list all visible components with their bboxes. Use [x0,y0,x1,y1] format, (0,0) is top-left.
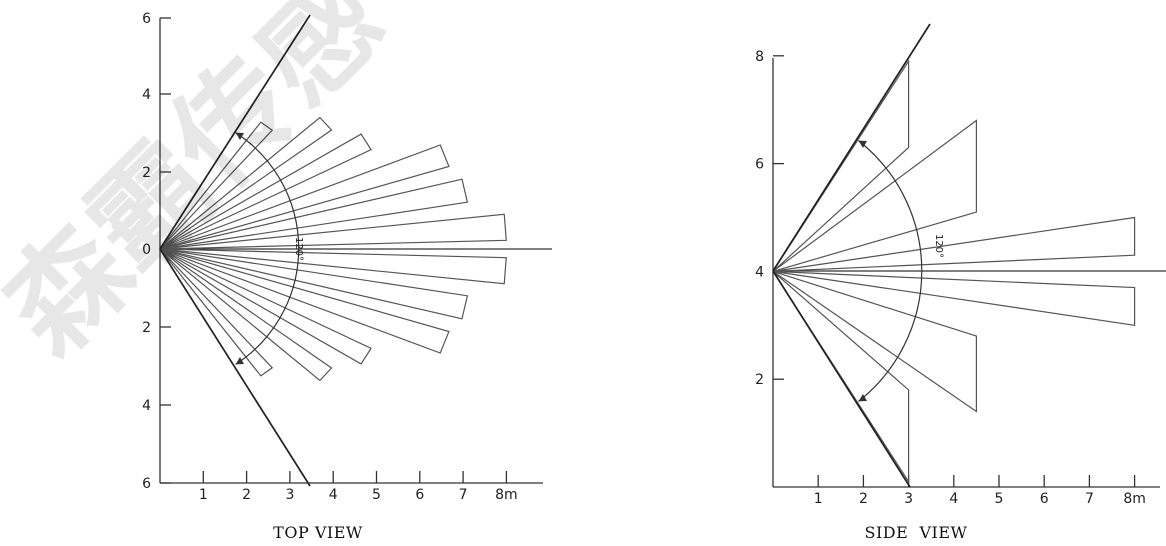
top-view-x-tick-label: 6 [415,487,424,503]
top-view-title: TOP VIEW [273,523,363,542]
side-view-y-tick-label: 6 [755,157,764,173]
side-view-x-tick-label: 5 [995,491,1004,507]
top-view-beam [159,248,469,320]
side-view-lower-boundary [772,270,911,488]
side-view-beam [772,119,978,272]
side-view-arc-arrow-bottom [858,394,867,402]
top-view-y-tick-label: 2 [142,165,151,181]
top-view-y-ticks: 6 4 2 0 2 4 6 [142,11,171,492]
top-view-beam [159,248,450,354]
top-view-beam [159,116,333,250]
top-view-beam [159,133,372,250]
side-view-beam [772,59,910,272]
watermark-logo: 森霸传感 [0,0,409,380]
top-view-x-tick-label: 7 [459,487,468,503]
side-view-x-tick-label: 2 [859,491,868,507]
side-view-y-tick-label: 4 [755,264,764,280]
top-view-diagram: 1 2 3 4 5 6 7 8m 6 4 2 0 2 4 6 120° TOP VIEW [142,11,552,542]
top-view-lower-boundary [159,248,311,487]
side-view-title: SIDE VIEW [865,523,968,542]
top-view-beam [159,121,274,250]
side-view-angle-arc [858,140,923,402]
top-view-upper-boundary [159,14,311,250]
top-view-y-tick-label: 4 [142,87,151,103]
side-view-x-tick-label: 4 [949,491,958,507]
side-view-beam [772,270,978,413]
side-view-angle-label: 120° [933,234,944,258]
top-view-beam [159,178,469,250]
top-view-x-tick-label: 1 [199,487,208,503]
side-view-upper-boundary [772,23,931,272]
side-view-y-tick-label: 8 [755,49,764,65]
top-view-x-tick-label: 8m [495,487,518,503]
side-view-y-ticks: 8 6 4 2 [755,49,784,388]
top-view-beam [159,248,372,365]
top-view-beam [159,144,450,250]
top-view-beam [159,213,507,250]
side-view-diagram: 1 2 3 4 5 6 7 8m 8 6 4 2 120° SIDE VIEW [755,23,1166,542]
top-view-beam [159,248,507,285]
side-view-x-tick-label: 8m [1123,491,1146,507]
side-view-y-tick-label: 2 [755,372,764,388]
side-view-x-ticks: 1 2 3 4 5 6 7 8m [814,475,1146,507]
top-view-arc-arrow-top [235,132,244,140]
top-view-x-tick-label: 3 [285,487,294,503]
side-view-x-tick-label: 1 [814,491,823,507]
top-view-y-tick-label: 6 [142,11,151,27]
side-view-beam [772,216,1136,272]
side-view-arc-arrow-top [858,140,867,148]
top-view-angle-arc [235,132,300,365]
top-view-beams [159,116,507,382]
top-view-y-tick-label: 4 [142,398,151,414]
side-view-x-tick-label: 3 [904,491,913,507]
top-view-x-tick-label: 5 [372,487,381,503]
top-view-x-tick-label: 4 [329,487,338,503]
top-view-x-ticks: 1 2 3 4 5 6 7 8m [199,471,518,503]
top-view-beam [159,248,333,382]
side-view-beam [772,270,1136,326]
top-view-arc-arrow-bottom [235,357,244,365]
top-view-y-tick-label: 2 [142,320,151,336]
top-view-y-tick-label: 0 [142,242,151,258]
top-view-beam [159,248,274,377]
side-view-x-tick-label: 7 [1085,491,1094,507]
side-view-x-tick-label: 6 [1040,491,1049,507]
top-view-y-tick-label: 6 [142,476,151,492]
top-view-x-tick-label: 2 [242,487,251,503]
top-view-angle-label: 120° [293,237,304,261]
